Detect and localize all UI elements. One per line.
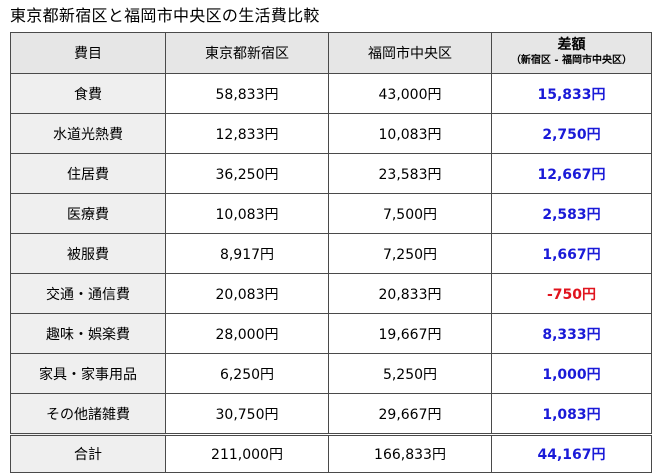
row-diff-value: 8,333円 — [491, 313, 652, 354]
table-body: 食費 58,833円 43,000円 15,833円 水道光熱費 12,833円 10,08… — [10, 73, 652, 473]
header-diff: 差額 （新宿区 - 福岡市中央区） — [491, 32, 652, 74]
row-chuo-value: 23,583円 — [328, 153, 492, 194]
table-row: 被服費 8,917円 7,250円 1,667円 — [10, 233, 652, 274]
row-chuo-value: 7,250円 — [328, 233, 492, 274]
table-row: 交通・通信費 20,083円 20,833円 -750円 — [10, 273, 652, 314]
table-row: 水道光熱費 12,833円 10,083円 2,750円 — [10, 113, 652, 154]
row-diff-value: 1,083円 — [491, 393, 652, 435]
row-shinjuku-value: 8,917円 — [165, 233, 329, 274]
row-category: 食費 — [10, 73, 166, 114]
table-total-row: 合計 211,000円 166,833円 44,167円 — [10, 433, 652, 473]
table-row: その他諸雑費 30,750円 29,667円 1,083円 — [10, 393, 652, 435]
row-category: 合計 — [10, 433, 166, 473]
header-diff-label: 差額 — [557, 37, 586, 53]
header-chuo: 福岡市中央区 — [328, 32, 492, 74]
header-diff-note: （新宿区 - 福岡市中央区） — [510, 55, 633, 66]
row-shinjuku-value: 58,833円 — [165, 73, 329, 114]
row-shinjuku-value: 6,250円 — [165, 353, 329, 394]
row-chuo-value: 7,500円 — [328, 193, 492, 234]
row-shinjuku-value: 36,250円 — [165, 153, 329, 194]
row-diff-value: 2,583円 — [491, 193, 652, 234]
row-diff-value: 2,750円 — [491, 113, 652, 154]
row-chuo-value: 166,833円 — [328, 433, 492, 473]
row-category: 住居費 — [10, 153, 166, 194]
row-chuo-value: 10,083円 — [328, 113, 492, 154]
row-diff-value: 1,667円 — [491, 233, 652, 274]
row-category: 医療費 — [10, 193, 166, 234]
row-chuo-value: 29,667円 — [328, 393, 492, 435]
row-diff-value: 12,667円 — [491, 153, 652, 194]
row-shinjuku-value: 20,083円 — [165, 273, 329, 314]
table-row: 食費 58,833円 43,000円 15,833円 — [10, 73, 652, 114]
row-shinjuku-value: 10,083円 — [165, 193, 329, 234]
table-row: 趣味・娯楽費 28,000円 19,667円 8,333円 — [10, 313, 652, 354]
row-chuo-value: 20,833円 — [328, 273, 492, 314]
row-shinjuku-value: 211,000円 — [165, 433, 329, 473]
row-diff-value: 15,833円 — [491, 73, 652, 114]
table-row: 医療費 10,083円 7,500円 2,583円 — [10, 193, 652, 234]
row-category: 家具・家事用品 — [10, 353, 166, 394]
header-shinjuku: 東京都新宿区 — [165, 32, 329, 74]
table-row: 住居費 36,250円 23,583円 12,667円 — [10, 153, 652, 194]
row-chuo-value: 43,000円 — [328, 73, 492, 114]
table-row: 家具・家事用品 6,250円 5,250円 1,000円 — [10, 353, 652, 394]
diff-header-block: 差額 （新宿区 - 福岡市中央区） — [492, 38, 651, 68]
page-title: 東京都新宿区と福岡市中央区の生活費比較 — [10, 6, 320, 25]
row-chuo-value: 19,667円 — [328, 313, 492, 354]
row-category: 水道光熱費 — [10, 113, 166, 154]
row-category: 被服費 — [10, 233, 166, 274]
row-diff-value: 1,000円 — [491, 353, 652, 394]
row-category: 交通・通信費 — [10, 273, 166, 314]
row-shinjuku-value: 30,750円 — [165, 393, 329, 435]
row-category: 趣味・娯楽費 — [10, 313, 166, 354]
row-shinjuku-value: 12,833円 — [165, 113, 329, 154]
cost-comparison-table: 費目 東京都新宿区 福岡市中央区 差額 （新宿区 - 福岡市中央区） 食費 58,… — [10, 32, 652, 473]
header-category: 費目 — [10, 32, 166, 74]
row-shinjuku-value: 28,000円 — [165, 313, 329, 354]
row-category: その他諸雑費 — [10, 393, 166, 435]
row-diff-value: -750円 — [491, 273, 652, 314]
table-header-row: 費目 東京都新宿区 福岡市中央区 差額 （新宿区 - 福岡市中央区） — [10, 32, 652, 74]
row-diff-value: 44,167円 — [491, 433, 652, 473]
row-chuo-value: 5,250円 — [328, 353, 492, 394]
